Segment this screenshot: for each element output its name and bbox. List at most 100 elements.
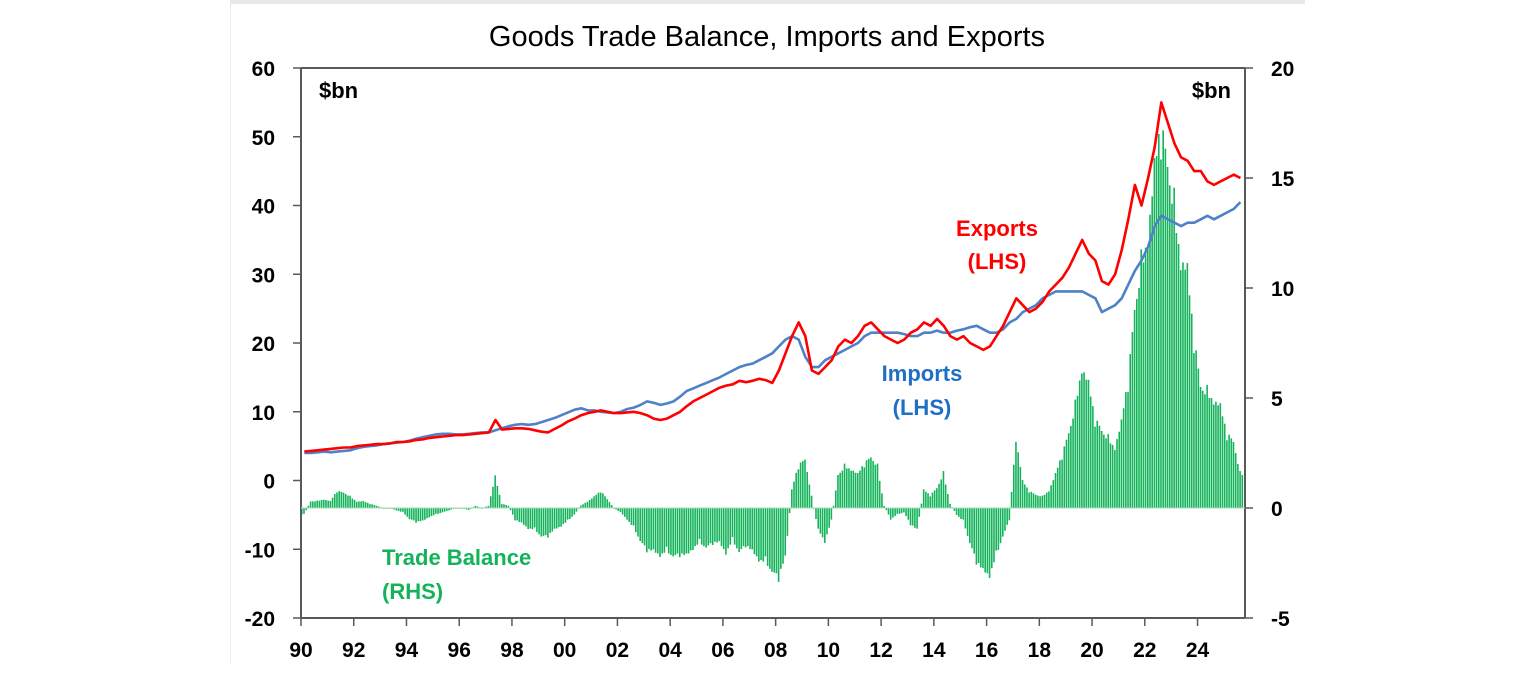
trade-balance-bar [1019,466,1022,508]
trade-balance-bar [536,508,538,533]
trade-balance-bar [426,508,428,519]
trade-balance-bar [551,508,554,532]
trade-balance-bar [1045,492,1048,508]
trade-balance-bar [624,508,626,517]
trade-balance-bar [786,508,789,536]
trade-balance-bar [314,501,316,508]
trade-balance-bar [698,508,701,539]
trade-balance-bar [1173,187,1175,508]
x-tick-label: 14 [922,639,946,662]
trade-balance-bar [525,508,527,527]
trade-balance-bar [366,502,369,508]
trade-balance-bar [1201,390,1204,508]
trade-balance-bar [645,508,648,553]
trade-balance-bar [733,508,736,545]
trade-balance-bar [1160,159,1162,508]
left-tick-label: 10 [252,402,275,425]
trade-balance-bar [1050,485,1052,508]
trade-balance-bar [1232,442,1235,508]
trade-balance-bar [1239,471,1241,508]
trade-balance-bar [1162,130,1164,508]
trade-balance-bar [635,508,637,533]
trade-balance-bar [896,508,899,514]
right-tick-label: -5 [1271,608,1290,631]
trade-balance-bar [619,508,622,513]
trade-balance-bar [1037,495,1039,508]
trade-balance-bar [709,508,712,544]
trade-balance-bar [558,508,560,528]
trade-balance-bar [443,508,446,512]
trade-balance-bar [511,508,514,515]
trade-balance-bar [718,508,721,542]
trade-balance-bar [344,494,347,508]
x-tick-label: 00 [553,639,576,662]
trade-balance-bar [1230,438,1233,508]
trade-balance-bar [1001,508,1004,537]
exports-label-axis: (LHS) [968,249,1027,274]
trade-balance-bar [641,508,644,544]
trade-balance-bar [795,472,798,508]
trade-balance-bar [437,508,439,514]
x-tick-label: 94 [395,639,419,662]
trade-balance-bar [406,508,409,517]
trade-balance-bar [870,457,872,508]
trade-balance-bar [819,508,822,534]
trade-balance-bar [586,501,589,508]
trade-balance-bar [419,508,422,522]
trade-balance-bar [430,508,433,517]
trade-balance-bar [889,508,892,520]
imports-line [304,201,1242,455]
trade-balance-bar [885,508,888,511]
trade-balance-bar [854,472,857,508]
left-tick-label: 20 [252,333,275,356]
trade-balance-bar [852,470,855,508]
trade-balance-bar [966,508,969,536]
trade-balance-bar [911,508,914,526]
trade-balance-bar [773,508,776,573]
trade-balance-bar [863,467,866,508]
trade-balance-bar [949,503,951,508]
trade-balance-bar [1034,494,1037,508]
trade-balance-bar [834,490,837,508]
trade-balance-bar [1078,380,1081,508]
trade-balance-bar [325,499,327,508]
trade-balance-bar [1041,495,1044,508]
imports-label-axis: (LHS) [893,395,952,420]
trade-balance-bar [648,508,650,550]
trade-balance-bar [1023,484,1026,508]
trade-balance-bar [606,499,609,508]
trade-balance-bar [639,508,641,541]
trade-balance-bar [1210,398,1213,508]
trade-balance-bar [674,508,677,555]
trade-balance-bar [777,508,780,582]
trade-balance-bar [971,508,973,549]
trade-balance-bar [309,501,312,508]
trade-balance-bar [1212,404,1215,508]
trade-balance-bar [692,508,694,550]
trade-balance-bar [571,508,573,517]
trade-balance-bar [964,508,967,529]
trade-balance-bar [771,508,773,572]
trade-balance-bar [1206,384,1208,508]
trade-balance-bar [1063,446,1066,508]
trade-balance-bar [676,508,679,554]
trade-balance-bar [892,508,894,518]
exports-label: Exports [956,216,1038,241]
x-tick-label: 18 [1028,639,1052,662]
trade-balance-bar [874,464,877,508]
trade-balance-bar [1226,440,1228,508]
trade-balance-bar [342,492,345,508]
right-tick-label: 10 [1271,278,1294,301]
trade-balance-bar [597,492,600,508]
trade-balance-bar [509,508,512,511]
trade-balance-bar [1103,434,1105,508]
trade-balance-bar [432,508,435,516]
x-tick-label: 10 [817,639,840,662]
trade-balance-bar [1153,158,1156,508]
trade-balance-bar [1096,420,1099,508]
trade-balance-bar [775,508,778,574]
trade-balance-bar [591,498,593,508]
trade-balance-bar [744,508,747,548]
trade-balance-bar [729,508,732,545]
trade-balance-bar [1004,508,1006,531]
